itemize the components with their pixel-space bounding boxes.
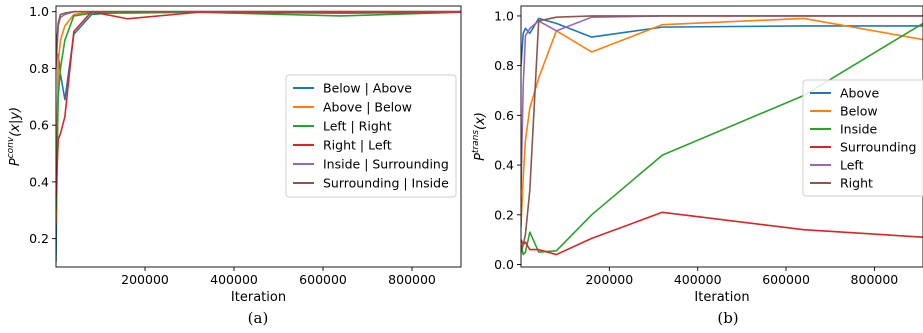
x-tick-label: 400000 <box>210 272 258 287</box>
legend-entry-1: Above <box>840 86 880 101</box>
y-tick-label: 0.6 <box>494 108 514 123</box>
series-line-4 <box>521 211 923 256</box>
y-tick-label: 0.4 <box>494 158 514 173</box>
y-axis-label-base: P <box>473 153 488 161</box>
y-tick-label: 0.2 <box>494 207 514 222</box>
y-axis-label-base: P <box>8 158 23 166</box>
legend-entry-6: Right <box>840 176 873 191</box>
legend-entry-6: Surrounding | Inside <box>323 176 449 191</box>
y-axis-label-arg: (x|y) <box>8 107 23 137</box>
axes-frame <box>55 5 462 268</box>
series-line-3 <box>56 11 461 212</box>
x-axis-label: Iteration <box>231 290 286 305</box>
x-axis-label: Iteration <box>694 290 749 305</box>
legend-entry-5: Inside | Surrounding <box>323 157 449 172</box>
y-axis-label-arg: (x) <box>473 112 488 130</box>
x-tick-label: 600000 <box>762 272 810 287</box>
series-group <box>521 15 923 256</box>
legend-entry-3: Left | Right <box>323 119 392 134</box>
y-axis-label-sup: conv <box>6 136 16 158</box>
legend-box <box>802 79 923 197</box>
legend-entry-5: Left <box>840 158 864 173</box>
y-tick-label: 1.0 <box>494 8 514 23</box>
x-tick-label: 400000 <box>674 272 722 287</box>
panel-caption: (b) <box>717 309 738 327</box>
legend-entry-2: Below <box>840 104 878 119</box>
legend-entry-4: Surrounding <box>840 140 916 155</box>
legend-entry-4: Right | Left <box>323 138 392 153</box>
legend: Above Below Inside Surrounding Left Right <box>802 79 923 197</box>
series-line-4 <box>56 10 461 197</box>
series-line-6 <box>56 10 461 56</box>
y-tick-label: 0.4 <box>29 174 49 189</box>
axes-frame <box>520 5 923 268</box>
y-tick-label: 0.0 <box>494 257 514 272</box>
x-tick-label: 800000 <box>388 272 436 287</box>
x-tick-label: 800000 <box>851 272 899 287</box>
y-tick-label: 0.2 <box>29 231 49 246</box>
chart-panel-a: 200000 400000 600000 800000 0.2 0.4 0.6 0.8 1.0 I… <box>6 4 462 327</box>
legend-box <box>285 74 457 198</box>
series-line-2 <box>521 17 923 229</box>
legend-entry-1: Below | Above <box>323 81 412 96</box>
y-tick-label: 0.6 <box>29 118 49 133</box>
y-axis-label: Ptrans(x) <box>471 112 488 161</box>
chart-panel-b: 200000 400000 600000 800000 0.0 0.2 0.4 0.6 0.8 1… <box>471 5 923 327</box>
panel-caption: (a) <box>248 309 269 327</box>
x-tick-label: 600000 <box>299 272 347 287</box>
y-axis-label-sup: trans <box>471 130 481 153</box>
y-tick-label: 1.0 <box>29 4 49 19</box>
y-axis-label: Pconv(x|y) <box>6 107 23 166</box>
x-tick-label: 200000 <box>121 272 169 287</box>
x-tick-label: 200000 <box>585 272 633 287</box>
series-line-6 <box>521 15 923 253</box>
legend-entry-2: Above | Below <box>323 100 412 115</box>
y-tick-label: 0.8 <box>29 61 49 76</box>
legend: Below | Above Above | Below Left | Right Ri… <box>285 74 457 198</box>
series-line-1 <box>521 17 923 67</box>
series-group <box>56 10 461 263</box>
y-tick-label: 0.8 <box>494 58 514 73</box>
legend-entry-3: Inside <box>840 122 878 137</box>
